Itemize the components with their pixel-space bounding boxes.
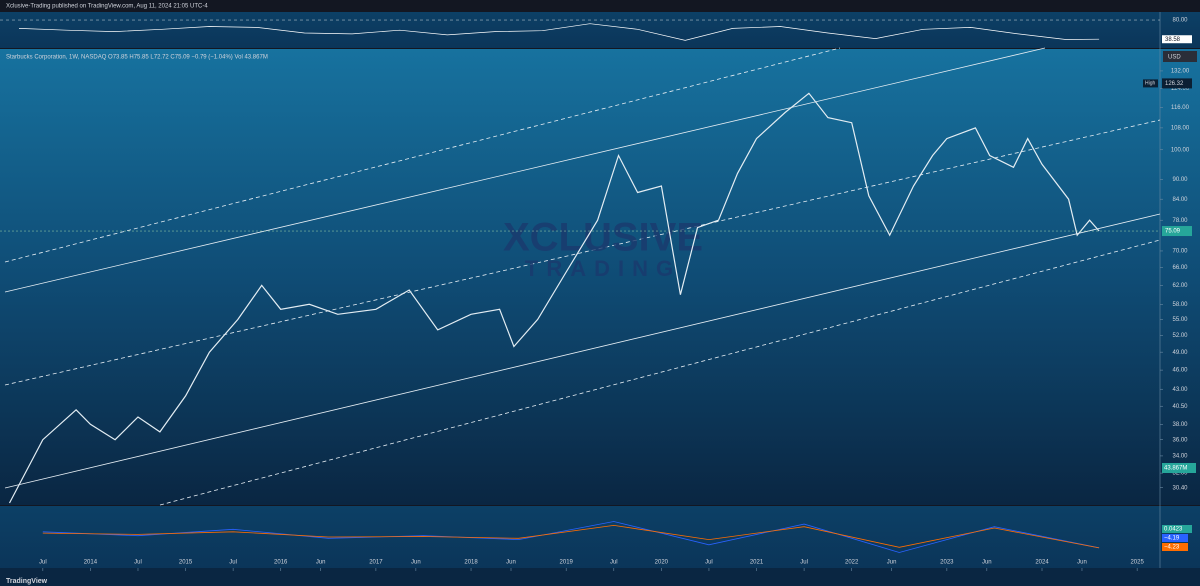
macd-pane	[0, 506, 1200, 568]
y-tick-label: 55.00	[1172, 317, 1188, 323]
macd-line	[42, 524, 1100, 549]
header-title: Xclusive-Trading published on TradingVie…	[6, 4, 208, 10]
x-tick-label: Jun	[1077, 560, 1087, 566]
footer-brand: TradingView	[6, 578, 48, 585]
x-tick-label: Jun	[411, 560, 421, 566]
high-value-label: 126.32	[1165, 81, 1184, 87]
x-tick-label: Jul	[39, 560, 47, 566]
price-line	[18, 23, 1100, 41]
y-tick-label: 84.00	[1172, 197, 1188, 203]
y-tick-label: 90.00	[1172, 177, 1188, 183]
currency-box	[1163, 51, 1197, 62]
y-tick-label: 100.00	[1171, 147, 1190, 153]
x-tick-label: Jun	[506, 560, 516, 566]
y-tick-label: 36.00	[1172, 437, 1188, 443]
y-tick-label: 80.00	[1172, 18, 1188, 24]
y-tick-label: 124.00	[1171, 86, 1190, 92]
y-tick-label: 46.00	[1172, 368, 1188, 374]
last-price-label: 75.09	[1165, 229, 1181, 235]
x-tick-label: Jun	[982, 560, 992, 566]
y-tick-label: 62.00	[1172, 283, 1188, 289]
x-tick-label: 2021	[750, 560, 764, 566]
macd-value-box	[1162, 543, 1188, 551]
x-tick-label: 2019	[560, 560, 574, 566]
channel	[4, 47, 1161, 506]
macd-value-label: −4.19	[1164, 536, 1180, 542]
y-tick-label: 34.00	[1172, 453, 1188, 459]
rsi-value-box	[1162, 35, 1192, 44]
y-tick-label: 43.00	[1172, 387, 1188, 393]
main-pane	[0, 49, 1200, 505]
watermark: XCLUSIVE	[503, 216, 703, 260]
hist-value-box	[1162, 525, 1192, 533]
header-bar	[0, 0, 1200, 12]
x-tick-label: Jun	[316, 560, 326, 566]
rsi-pane	[0, 12, 1200, 48]
y-tick-label: 49.00	[1172, 350, 1188, 356]
high-box	[1162, 78, 1192, 89]
last-price-box	[1162, 226, 1192, 237]
x-tick-label: 2015	[179, 560, 193, 566]
macd-line	[42, 521, 1100, 553]
x-tick-label: 2022	[845, 560, 859, 566]
time-axis	[0, 568, 1200, 586]
watermark: TRADING	[525, 256, 681, 281]
hist-value-label: 0.0423	[1164, 527, 1183, 533]
x-tick-label: Jul	[134, 560, 142, 566]
x-tick-label: Jul	[705, 560, 713, 566]
macd-value-label: −4.23	[1164, 545, 1180, 551]
x-tick-label: Jun	[887, 560, 897, 566]
x-tick-label: 2020	[655, 560, 669, 566]
volume-box	[1162, 463, 1196, 473]
y-tick-label: 132.00	[1171, 69, 1190, 75]
macd-value-box	[1162, 534, 1188, 542]
y-tick-label: 32.00	[1172, 471, 1188, 477]
y-tick-label: 38.00	[1172, 422, 1188, 428]
x-tick-label: 2016	[274, 560, 288, 566]
x-tick-label: 2014	[84, 560, 98, 566]
y-tick-label: 30.40	[1172, 485, 1188, 491]
x-tick-label: 2018	[464, 560, 478, 566]
legend-text: Starbucks Corporation, 1W, NASDAQ O73.85…	[6, 55, 268, 61]
x-tick-label: Jul	[229, 560, 237, 566]
y-tick-label: 116.00	[1171, 105, 1190, 111]
x-tick-label: 2017	[369, 560, 383, 566]
x-tick-label: Jul	[610, 560, 618, 566]
high-tag	[1143, 79, 1158, 88]
y-tick-label: 108.00	[1171, 125, 1190, 131]
y-tick-label: 78.00	[1172, 218, 1188, 224]
y-tick-label: 52.00	[1172, 333, 1188, 339]
currency: USD	[1168, 55, 1181, 61]
volume-label: 43.867M	[1164, 466, 1187, 472]
y-tick-label: 58.00	[1172, 302, 1188, 308]
x-tick-label: 2023	[940, 560, 954, 566]
rsi-value-label: 38.58	[1165, 37, 1181, 43]
high-tag-label: High	[1145, 81, 1156, 87]
x-tick-label: 2024	[1035, 560, 1049, 566]
x-tick-label: Jul	[800, 560, 808, 566]
y-tick-label: 70.00	[1172, 249, 1188, 255]
y-tick-label: 40.50	[1172, 404, 1188, 410]
x-tick-label: 2025	[1130, 560, 1144, 566]
y-tick-label: 66.00	[1172, 265, 1188, 271]
price-line	[8, 92, 1100, 504]
